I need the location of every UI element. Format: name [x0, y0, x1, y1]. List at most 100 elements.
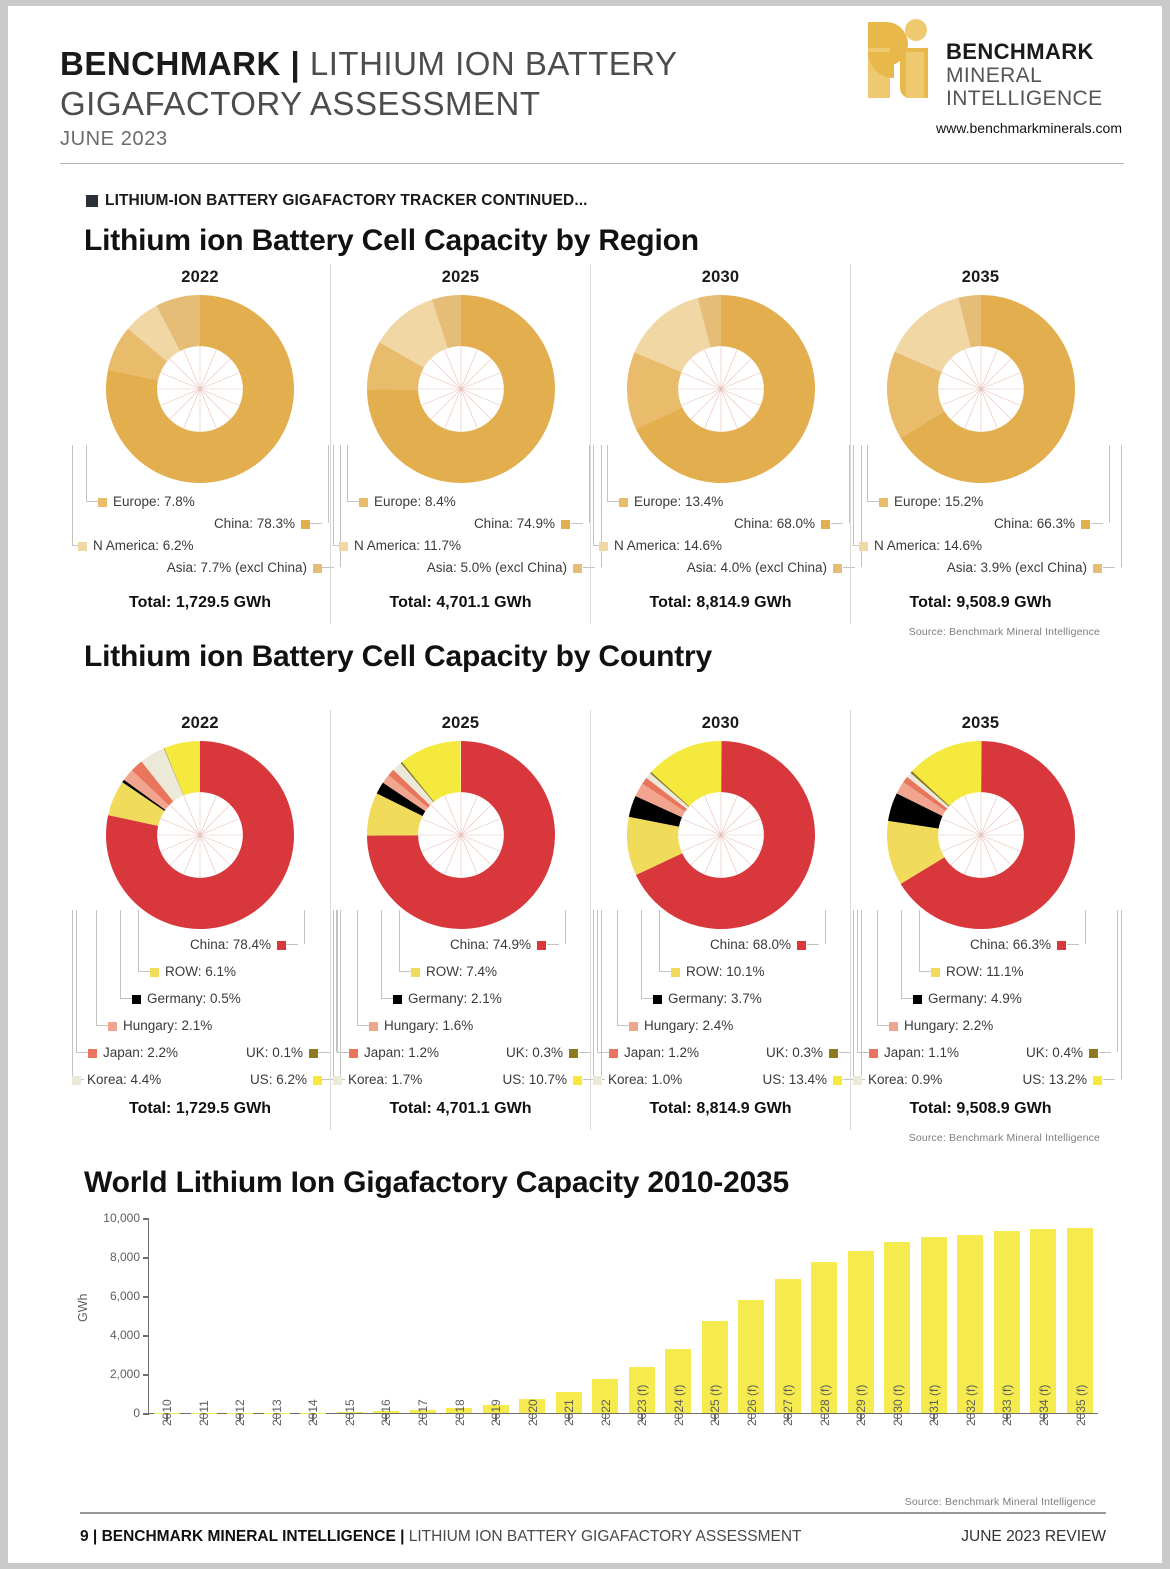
x-axis-tick-mark: [421, 1414, 424, 1421]
legend-label: N America: 6.2%: [93, 538, 194, 553]
leader-line: [333, 910, 334, 1079]
x-axis-tick-mark: [860, 1414, 862, 1421]
panel-year-label: 2025: [441, 268, 480, 286]
x-axis-tick-label: 2028 (f): [817, 1384, 832, 1426]
leader-line: [72, 445, 73, 545]
legend-item-china: China: 68.0%: [710, 938, 806, 952]
donut-chart: [331, 287, 590, 495]
panel-total-label: Total: 1,729.5 GWh: [129, 1100, 271, 1117]
section-title-region: Lithium ion Battery Cell Capacity by Reg…: [84, 224, 699, 257]
panel-total-label: Total: 9,508.9 GWh: [909, 594, 1052, 611]
legend-swatch-icon: [653, 994, 662, 1004]
legend-label: China: 78.3%: [213, 516, 295, 531]
panel-legend: Europe: 15.2% China: 66.3% N America: 14.6…: [851, 445, 1122, 591]
donut-graphic: [366, 741, 555, 929]
leader-line: [72, 910, 73, 1079]
header-divider: [60, 163, 1124, 164]
legend-item-korea: Korea: 1.0%: [593, 1073, 682, 1087]
leader-line: [120, 998, 132, 999]
section-title-country: Lithium ion Battery Cell Capacity by Cou…: [84, 640, 712, 673]
leader-line: [96, 1025, 108, 1026]
leader-line: [547, 944, 559, 945]
legend-item-korea: Korea: 1.7%: [333, 1073, 422, 1087]
x-axis-tick-label: 2030 (f): [890, 1384, 905, 1426]
leader-line: [1117, 910, 1118, 1052]
country-panel-group: 2022 China: 78.4% ROW: 6.1% Germany: 0.5% H…: [70, 710, 1122, 1130]
bar-chart-plot-area: 0 2,000 4,000 6,000 8,000 10,000: [103, 1211, 1098, 1420]
legend-item-europe: Europe: 15.2%: [879, 495, 983, 509]
legend-swatch-icon: [313, 563, 322, 573]
leader-line: [318, 1052, 330, 1053]
legend-swatch-icon: [671, 967, 680, 977]
x-axis-tick-label: 2034 (f): [1037, 1384, 1052, 1426]
legend-item-uk: UK: 0.1%: [246, 1046, 318, 1060]
leader-line: [877, 1025, 889, 1026]
chart-panel-2030: 2030 China: 68.0% ROW: 10.1% Germany: 3.7%…: [590, 710, 862, 1130]
leader-line: [1103, 1079, 1115, 1080]
legend-swatch-icon: [72, 1075, 81, 1085]
x-axis-tick-mark: [604, 1414, 607, 1421]
leader-line: [659, 971, 671, 972]
legend-item-japan: Japan: 1.2%: [349, 1046, 439, 1060]
x-axis-tick-mark: [823, 1414, 826, 1421]
legend-label: China: 74.9%: [449, 937, 531, 952]
report-page: BENCHMARK | LITHIUM ION BATTERY GIGAFACT…: [8, 6, 1162, 1563]
x-axis-cell: 2010: [148, 1399, 185, 1486]
panel-legend: China: 78.4% ROW: 6.1% Germany: 0.5% Hungar…: [70, 910, 341, 1098]
bar-cell: [295, 1218, 332, 1413]
legend-label: China: 68.0%: [709, 937, 791, 952]
x-axis-tick-label: 2035 (f): [1073, 1384, 1088, 1426]
bar: [336, 1412, 363, 1413]
legend-label: Japan: 2.2%: [103, 1045, 179, 1060]
donut-chart: [70, 287, 330, 495]
legend-item-china: China: 74.9%: [474, 517, 570, 531]
x-axis-tick-mark: [714, 1414, 716, 1421]
title-subject: LITHIUM ION BATTERY: [300, 45, 678, 82]
legend-item-n-america: N America: 11.7%: [339, 539, 461, 553]
bar: [738, 1299, 765, 1413]
x-axis-cell: 2030 (f): [879, 1385, 916, 1486]
legend-label: Japan: 1.1%: [884, 1045, 960, 1060]
chart-panel-2025: 2025 China: 74.9% ROW: 7.4% Germany: 2.1% H…: [330, 710, 602, 1130]
y-axis-tick-label: 4,000: [109, 1328, 140, 1342]
bar-cell: [624, 1218, 661, 1413]
legend-swatch-icon: [629, 1021, 638, 1031]
bar-cell: [916, 1218, 953, 1413]
donut-chart: [851, 733, 1110, 938]
x-axis-tick-label: 2016: [379, 1399, 394, 1426]
x-axis-cell: 2034 (f): [1025, 1385, 1062, 1486]
legend-label: UK: 0.3%: [765, 1045, 823, 1060]
legend-label: US: 13.4%: [762, 1072, 827, 1087]
footer-page-number: 9 | BENCHMARK MINERAL INTELLIGENCE |: [80, 1528, 405, 1545]
donut-graphic: [105, 741, 294, 929]
x-axis-tick-mark: [495, 1414, 497, 1421]
y-axis-tick-label: 6,000: [109, 1289, 140, 1303]
legend-swatch-icon: [1093, 1075, 1102, 1085]
donut-graphic: [105, 295, 294, 483]
leader-line: [843, 1079, 855, 1080]
leader-line: [1121, 445, 1122, 567]
leader-line: [565, 910, 566, 944]
bar-cell: [222, 1218, 259, 1413]
leader-line: [857, 910, 858, 1052]
legend-swatch-icon: [349, 1048, 358, 1058]
legend-label: Germany: 4.9%: [928, 991, 1022, 1006]
bar: [993, 1230, 1020, 1413]
donut-graphic: [626, 295, 815, 483]
donut-graphic: [886, 741, 1075, 929]
legend-swatch-icon: [1089, 1048, 1098, 1058]
leader-line: [138, 910, 139, 971]
source-note-region: Source: Benchmark Mineral Intelligence: [908, 626, 1100, 638]
leader-line: [310, 523, 322, 524]
leader-line: [76, 910, 77, 1052]
leader-line: [617, 1025, 629, 1026]
bar: [811, 1261, 838, 1413]
x-axis-cell: 2021: [550, 1399, 587, 1486]
leader-line: [601, 910, 602, 1079]
leader-line: [340, 445, 341, 567]
x-axis-tick-mark: [896, 1414, 899, 1421]
legend-swatch-icon: [277, 940, 286, 950]
bar-cell: [587, 1218, 624, 1413]
leader-line: [1091, 523, 1103, 524]
legend-label: ROW: 6.1%: [165, 964, 237, 979]
